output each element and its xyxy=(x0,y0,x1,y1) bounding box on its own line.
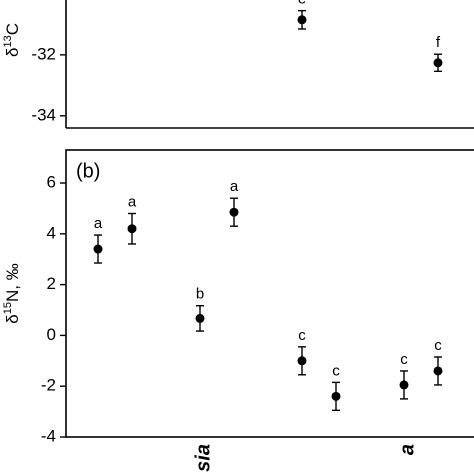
y-tick-label: -2 xyxy=(41,376,56,395)
point xyxy=(127,224,137,234)
y-tick-label: -4 xyxy=(41,426,56,445)
point-label: a xyxy=(128,193,137,210)
y-axis-label: δ15N, ‰ xyxy=(2,263,23,323)
point xyxy=(195,313,205,323)
y-axis-label-part: C xyxy=(3,23,22,35)
point-label: c xyxy=(434,337,442,354)
y-tick-label: 4 xyxy=(47,223,56,242)
point xyxy=(93,244,103,254)
y-tick-label: 0 xyxy=(47,325,56,344)
x-tick-label: a xyxy=(396,444,418,455)
y-axis-label-part: δ xyxy=(3,314,22,323)
point-label: e xyxy=(298,0,306,8)
point xyxy=(433,366,443,376)
point xyxy=(297,356,307,366)
x-tick-label: sia xyxy=(192,444,214,472)
point-label: a xyxy=(94,215,103,232)
y-axis-label-part: 13 xyxy=(2,35,14,47)
point-label: c xyxy=(400,351,408,368)
point xyxy=(433,58,443,68)
point xyxy=(297,15,307,25)
panel-frame xyxy=(65,149,474,438)
y-axis-label-part: N, ‰ xyxy=(3,263,22,302)
y-tick-label: -32 xyxy=(31,44,56,63)
y-axis-label-part: δ xyxy=(3,48,22,57)
y-tick-label: 6 xyxy=(47,173,56,192)
point-label: f xyxy=(436,34,441,51)
point-label: c xyxy=(332,362,340,379)
point xyxy=(229,207,239,217)
point xyxy=(399,380,409,390)
y-tick-label: -34 xyxy=(31,105,56,124)
point xyxy=(331,391,341,401)
y-axis-label-part: 15 xyxy=(2,302,14,314)
y-axis-label: δ13C xyxy=(2,23,23,57)
point-label: a xyxy=(230,178,239,195)
y-tick-label: 2 xyxy=(47,274,56,293)
point-label: b xyxy=(196,286,204,303)
panel-label: (b) xyxy=(76,160,100,182)
point-label: c xyxy=(298,327,306,344)
